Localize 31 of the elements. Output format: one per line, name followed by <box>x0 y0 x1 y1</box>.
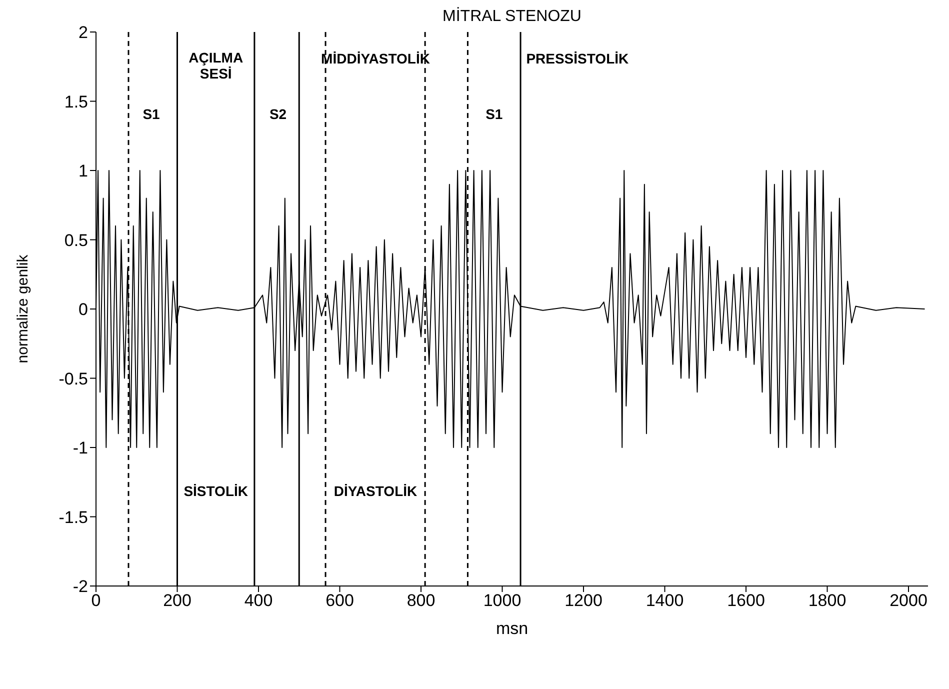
x-tick-label: 1800 <box>808 591 846 610</box>
x-tick-label: 800 <box>406 591 436 610</box>
x-tick-label: 400 <box>244 591 273 610</box>
y-tick-label: 1 <box>78 162 88 181</box>
x-tick-label: 200 <box>163 591 192 610</box>
annotation: S2 <box>269 106 287 122</box>
chart-title: MİTRAL STENOZU <box>442 8 582 26</box>
y-tick-label: -1.5 <box>58 508 88 527</box>
x-tick-label: 600 <box>326 591 354 610</box>
x-tick-label: 1000 <box>483 591 522 610</box>
y-tick-label: 0.5 <box>64 230 88 250</box>
annotation: DİYASTOLİK <box>334 482 418 499</box>
y-tick-label: 0 <box>78 300 88 320</box>
annotation: AÇILMA SESİ <box>188 49 244 82</box>
x-tick-label: 1600 <box>727 591 765 610</box>
x-tick-label: 2000 <box>890 591 928 610</box>
annotation: PRESSİSTOLİK <box>526 50 629 66</box>
annotation: MİDDİYASTOLİK <box>321 50 430 66</box>
y-tick-label: -1 <box>72 438 88 458</box>
annotation: S1 <box>486 106 503 122</box>
annotation: SİSTOLİK <box>184 482 248 499</box>
y-axis-title: normalize genlik <box>14 254 32 364</box>
y-tick-label: 2 <box>78 23 88 42</box>
y-tick-label: -2 <box>72 577 88 596</box>
y-tick-label: 1.5 <box>64 92 88 112</box>
x-tick-label: 0 <box>91 591 101 610</box>
x-tick-label: 1200 <box>564 591 602 610</box>
annotation: S1 <box>142 106 160 122</box>
x-axis-title: msn <box>496 619 528 638</box>
y-tick-label: -0.5 <box>58 369 88 388</box>
x-tick-label: 1400 <box>646 591 684 610</box>
